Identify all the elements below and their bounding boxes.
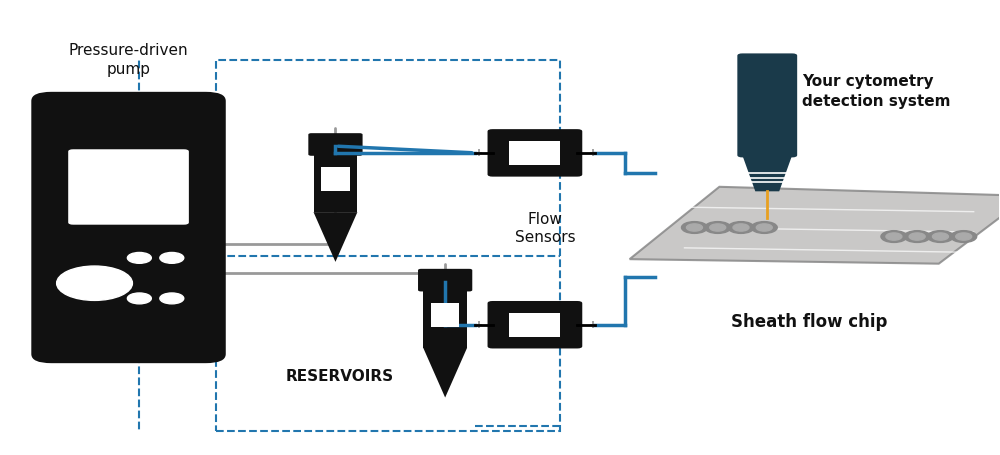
Text: Sheath flow chip: Sheath flow chip xyxy=(731,313,887,331)
Bar xyxy=(509,313,560,337)
Bar xyxy=(423,288,467,348)
FancyBboxPatch shape xyxy=(737,53,797,157)
FancyBboxPatch shape xyxy=(308,133,363,156)
Polygon shape xyxy=(630,187,1000,264)
Bar xyxy=(216,60,560,431)
Circle shape xyxy=(57,266,132,300)
Circle shape xyxy=(927,231,953,243)
Circle shape xyxy=(956,233,972,240)
Bar xyxy=(509,141,560,165)
FancyBboxPatch shape xyxy=(488,129,582,177)
Circle shape xyxy=(686,224,702,231)
Text: RESERVOIRS: RESERVOIRS xyxy=(286,369,394,384)
Bar xyxy=(431,303,459,327)
Bar xyxy=(314,152,357,212)
Circle shape xyxy=(127,253,151,263)
Polygon shape xyxy=(742,155,792,191)
Circle shape xyxy=(951,231,977,243)
Polygon shape xyxy=(314,212,357,262)
Circle shape xyxy=(710,224,726,231)
Text: +: + xyxy=(588,148,596,158)
Text: Pressure-driven
pump: Pressure-driven pump xyxy=(69,43,188,77)
Polygon shape xyxy=(423,348,467,398)
Circle shape xyxy=(756,224,772,231)
Bar xyxy=(321,167,350,191)
Circle shape xyxy=(909,233,925,240)
Text: +: + xyxy=(474,148,482,158)
FancyBboxPatch shape xyxy=(418,269,472,292)
Circle shape xyxy=(728,222,754,233)
FancyBboxPatch shape xyxy=(68,149,189,225)
FancyBboxPatch shape xyxy=(31,92,226,363)
Circle shape xyxy=(127,293,151,304)
Text: Flow
Sensors: Flow Sensors xyxy=(515,212,575,245)
Circle shape xyxy=(160,293,184,304)
FancyBboxPatch shape xyxy=(488,301,582,349)
Text: Your cytometry
detection system: Your cytometry detection system xyxy=(802,75,951,109)
Circle shape xyxy=(904,231,930,243)
Circle shape xyxy=(932,233,948,240)
Text: +: + xyxy=(474,320,482,330)
Circle shape xyxy=(681,222,707,233)
Circle shape xyxy=(160,253,184,263)
Circle shape xyxy=(751,222,777,233)
Text: +: + xyxy=(588,320,596,330)
Circle shape xyxy=(733,224,749,231)
Circle shape xyxy=(886,233,902,240)
Circle shape xyxy=(705,222,731,233)
Circle shape xyxy=(881,231,907,243)
